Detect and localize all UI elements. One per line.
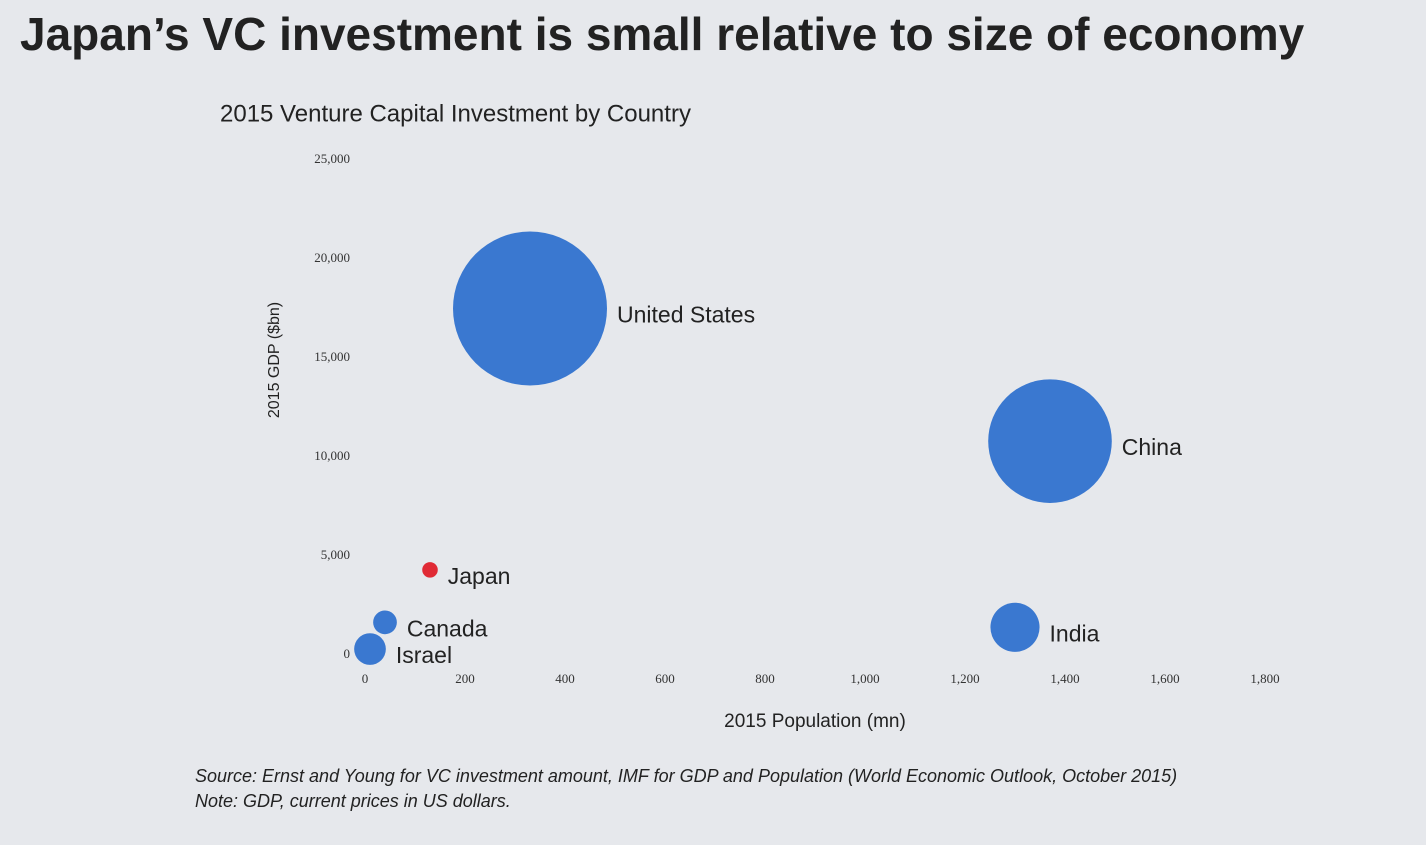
x-tick-label: 200	[455, 671, 475, 686]
x-tick-label: 1,600	[1150, 671, 1179, 686]
bubble-label: Canada	[407, 615, 488, 641]
gdp-note: Note: GDP, current prices in US dollars.	[195, 791, 511, 811]
chart-title: Japan’s VC investment is small relative …	[20, 8, 1305, 60]
bubble	[422, 562, 438, 578]
x-tick-label: 1,800	[1250, 671, 1279, 686]
bubble	[354, 633, 386, 665]
bubble-label: United States	[617, 302, 755, 328]
y-tick-label: 0	[344, 646, 351, 661]
bubble	[373, 610, 397, 635]
bubble-label: China	[1122, 434, 1182, 460]
x-tick-label: 0	[362, 671, 369, 686]
y-tick-label: 15,000	[314, 349, 350, 364]
x-axis-label: 2015 Population (mn)	[724, 711, 906, 732]
x-tick-label: 600	[655, 671, 675, 686]
bubble	[988, 379, 1112, 503]
bubble-label: India	[1050, 620, 1100, 646]
source-note: Source: Ernst and Young for VC investmen…	[195, 766, 1177, 786]
bubble	[453, 231, 607, 386]
x-tick-label: 400	[555, 671, 575, 686]
bubble	[990, 602, 1040, 652]
bubble-label: Japan	[448, 563, 511, 589]
x-tick-label: 800	[755, 671, 775, 686]
bubble-label: Israel	[396, 642, 452, 668]
y-axis-label: 2015 GDP ($bn)	[266, 302, 283, 418]
x-tick-label: 1,000	[850, 671, 879, 686]
x-tick-label: 1,400	[1050, 671, 1079, 686]
y-tick-label: 20,000	[314, 250, 350, 265]
chart-subtitle: 2015 Venture Capital Investment by Count…	[220, 100, 691, 127]
y-tick-label: 25,000	[314, 151, 350, 166]
x-tick-label: 1,200	[950, 671, 979, 686]
y-tick-label: 10,000	[314, 448, 350, 463]
y-tick-label: 5,000	[321, 547, 350, 562]
